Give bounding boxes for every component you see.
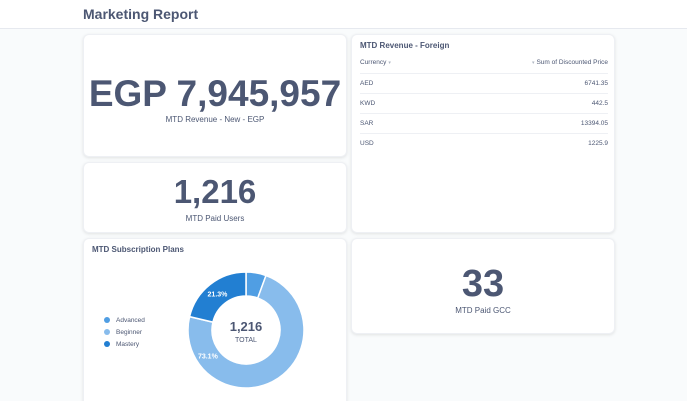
legend-dot xyxy=(104,317,110,323)
paid-users-label[interactable]: MTD Paid Users xyxy=(185,214,245,223)
donut-center-label: TOTAL xyxy=(235,337,257,344)
sort-icon: ▾ xyxy=(388,60,391,67)
column-header-sum[interactable]: ▾ Sum of Discounted Price xyxy=(531,59,608,67)
currency-cell: KWD xyxy=(360,92,434,113)
donut-slice-beginner[interactable] xyxy=(187,274,305,389)
legend-item-mastery[interactable]: Mastery xyxy=(104,338,145,350)
currency-cell: AED xyxy=(360,72,434,93)
currency-cell: USD xyxy=(360,132,434,153)
revenue-egp-label[interactable]: MTD Revenue - New - EGP xyxy=(165,115,265,124)
page-title: Marketing Report xyxy=(83,6,199,22)
donut-slice-label: 21.3% xyxy=(208,291,229,298)
subscription-plans-title[interactable]: MTD Subscription Plans xyxy=(92,245,185,254)
foreign-revenue-table: Currency ▾ ▾ Sum of Discounted Price AED 67… xyxy=(360,53,608,153)
sort-icon: ▾ xyxy=(531,60,535,67)
foreign-revenue-title[interactable]: MTD Revenue - Foreign xyxy=(360,41,450,50)
amount-cell: 1225.9 xyxy=(433,132,608,153)
donut-slice-label: 73.1% xyxy=(198,353,219,360)
donut-slice-mastery[interactable] xyxy=(188,271,247,324)
chart-legend: Advanced Beginner Mastery xyxy=(104,314,145,350)
table-row: KWD 442.5 xyxy=(360,92,608,113)
paid-users-card[interactable]: 1,216 MTD Paid Users xyxy=(83,162,347,233)
table-row: SAR 13394.05 xyxy=(360,112,608,133)
donut-center-value: 1,216 xyxy=(230,319,263,334)
table-row: AED 6741.35 xyxy=(360,72,608,93)
paid-gcc-value: 33 xyxy=(461,263,505,305)
amount-cell: 13394.05 xyxy=(433,112,608,133)
amount-cell: 442.5 xyxy=(433,92,608,113)
table-row: USD 1225.9 xyxy=(360,132,608,153)
legend-dot xyxy=(104,341,110,347)
paid-gcc-label[interactable]: MTD Paid GCC xyxy=(455,306,511,315)
paid-gcc-card[interactable]: 33 MTD Paid GCC xyxy=(351,238,615,334)
donut-chart: 73.1% 21.3% 1,216 TOTAL xyxy=(187,271,305,389)
legend-dot xyxy=(104,329,110,335)
legend-item-advanced[interactable]: Advanced xyxy=(104,314,145,326)
top-bar: Marketing Report xyxy=(0,0,687,29)
amount-cell: 6741.35 xyxy=(433,72,608,93)
column-header-currency[interactable]: Currency ▾ xyxy=(360,59,391,67)
legend-item-beginner[interactable]: Beginner xyxy=(104,326,145,338)
subscription-plans-card[interactable]: MTD Subscription Plans Advanced Beginner… xyxy=(83,238,347,401)
revenue-egp-value: EGP 7,945,957 xyxy=(88,73,342,114)
currency-cell: SAR xyxy=(360,112,434,133)
paid-users-value: 1,216 xyxy=(173,173,257,210)
revenue-egp-card[interactable]: EGP 7,945,957 MTD Revenue - New - EGP xyxy=(83,34,347,157)
foreign-revenue-card[interactable]: MTD Revenue - Foreign Currency ▾ ▾ Sum of … xyxy=(351,34,615,233)
